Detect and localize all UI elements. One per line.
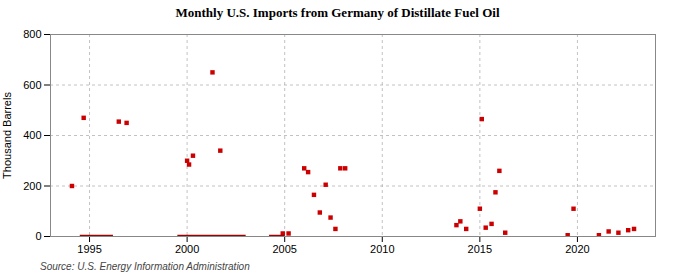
- html-text:Source: U.S. Energy Informatio: Source: U.S. Energy Information Administ…: [40, 261, 250, 272]
- svg-text:400: 400: [23, 129, 41, 141]
- html-text:Monthly U.S. Imports from Germ: Monthly U.S. Imports from Germany of Dis…: [175, 5, 500, 20]
- svg-text:Thousand Barrels: Thousand Barrels: [1, 92, 13, 179]
- svg-text:2010: 2010: [370, 243, 394, 255]
- svg-text:2005: 2005: [272, 243, 296, 255]
- svg-text:600: 600: [23, 79, 41, 91]
- svg-text:0: 0: [35, 230, 41, 242]
- svg-text:1995: 1995: [77, 243, 101, 255]
- svg-text:2000: 2000: [175, 243, 199, 255]
- svg-text:200: 200: [23, 180, 41, 192]
- svg-text:2015: 2015: [468, 243, 492, 255]
- svg-text:800: 800: [23, 28, 41, 40]
- svg-text:2020: 2020: [565, 243, 589, 255]
